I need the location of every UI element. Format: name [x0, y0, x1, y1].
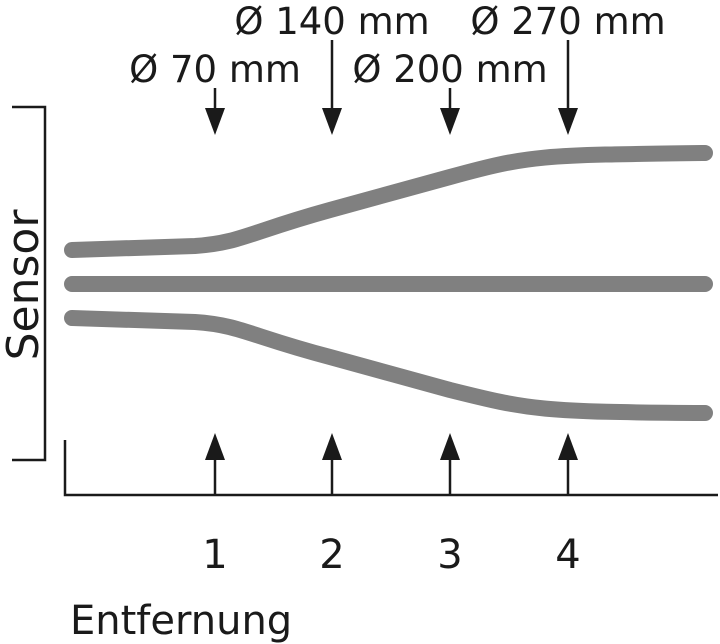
distance-tick: 3	[437, 532, 462, 578]
axis-label: Entfernung	[70, 598, 292, 644]
beam-lower	[64, 310, 713, 421]
diameter-label: Ø 270 mm	[470, 0, 665, 43]
diameter-label: Ø 70 mm	[129, 48, 301, 91]
distance-tick: 2	[319, 532, 344, 578]
sensor-bracket	[12, 105, 47, 462]
distance-tick: 4	[555, 532, 580, 578]
up-arrows	[205, 433, 578, 495]
down-arrows	[205, 40, 578, 135]
distance-tick: 1	[202, 532, 227, 578]
sensor-label: Sensor	[0, 209, 49, 361]
beam-upper	[64, 145, 713, 258]
diameter-label: Ø 140 mm	[234, 0, 429, 43]
diameter-label: Ø 200 mm	[352, 48, 547, 91]
distance-axis	[63, 440, 718, 497]
